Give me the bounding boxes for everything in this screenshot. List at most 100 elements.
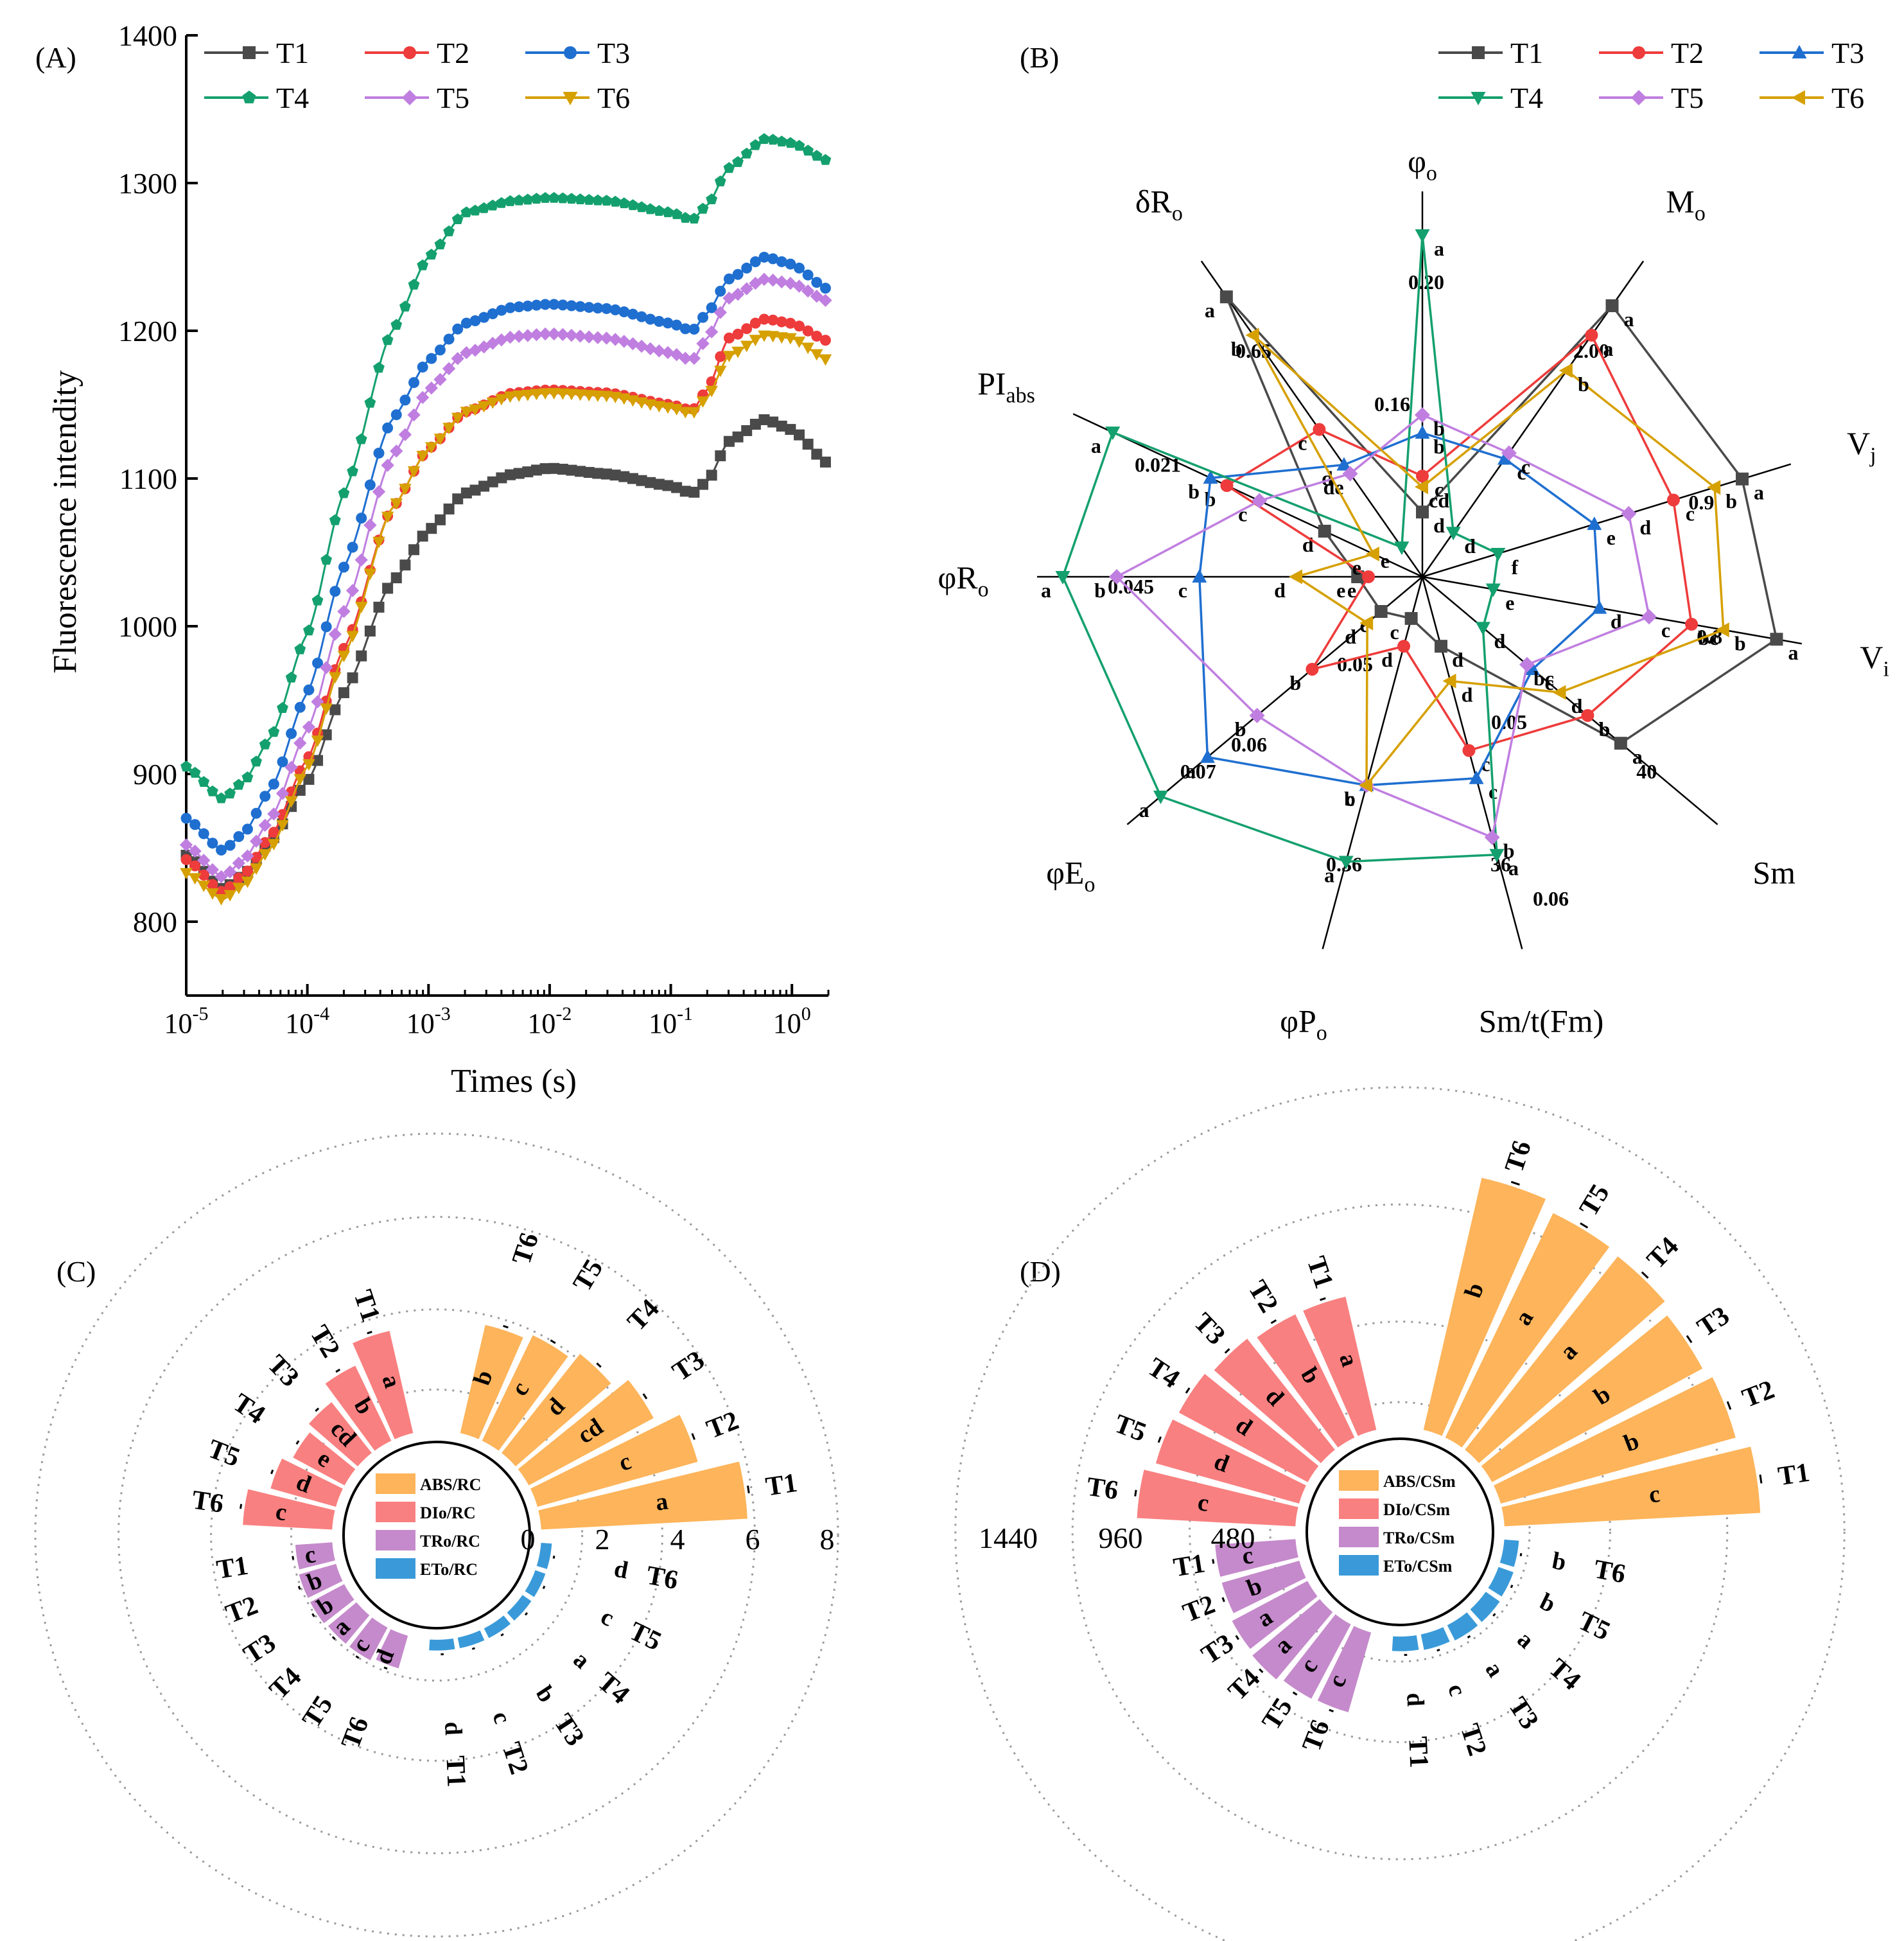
b-letter-T4-7: a bbox=[1139, 798, 1149, 821]
a-point-T4-66 bbox=[373, 362, 385, 373]
a-point-T1-141 bbox=[592, 468, 604, 479]
a-point-T5-51 bbox=[328, 628, 342, 641]
c-cat-0-4: T5 bbox=[568, 1254, 609, 1297]
a-point-T1-69 bbox=[382, 583, 394, 594]
c-cat-1-5: T6 bbox=[190, 1485, 225, 1519]
a-point-T1-144 bbox=[601, 468, 613, 480]
c-err-1-1 bbox=[335, 1368, 341, 1373]
a-point-T4-105 bbox=[487, 199, 499, 211]
a-point-T6-219 bbox=[819, 354, 832, 366]
a-xtick-label-2: 10-3 bbox=[406, 1003, 451, 1039]
c-bar-2-3 bbox=[328, 1602, 370, 1644]
a-point-T3-213 bbox=[802, 269, 814, 281]
d-bar-0-4 bbox=[1445, 1213, 1610, 1448]
c-bar-2-2 bbox=[310, 1584, 354, 1624]
a-point-T6-207 bbox=[784, 333, 797, 345]
b-axis-label-1-sub: o bbox=[1695, 202, 1706, 225]
a-point-T6-72 bbox=[390, 498, 403, 510]
a-xtick-base-0: 10 bbox=[164, 1008, 193, 1039]
a-point-T4-36 bbox=[285, 671, 297, 683]
a-point-T1-201 bbox=[767, 416, 779, 428]
b-extra-tick-4: 0.06 bbox=[1533, 887, 1569, 910]
b-series-T1: daaaadcceda bbox=[1205, 290, 1798, 768]
a-xtick-base-1: 10 bbox=[285, 1008, 313, 1039]
a-legend-marker-T1 bbox=[243, 46, 256, 59]
b-axis-label-0-sub: o bbox=[1426, 162, 1437, 186]
a-point-T6-75 bbox=[399, 484, 412, 496]
a-point-T4-114 bbox=[513, 194, 525, 206]
b-point-T1-2 bbox=[1736, 472, 1749, 486]
a-point-T6-0 bbox=[180, 868, 193, 880]
a-point-T3-57 bbox=[347, 541, 358, 553]
a-point-T6-12 bbox=[214, 893, 228, 906]
a-point-T5-201 bbox=[766, 274, 780, 287]
a-legend-marker-T3 bbox=[564, 46, 577, 59]
a-point-T1-48 bbox=[320, 729, 332, 741]
a-point-T5-123 bbox=[538, 327, 552, 341]
d-legend-swatch-0 bbox=[1339, 1470, 1379, 1491]
b-point-T6-2 bbox=[1707, 480, 1721, 495]
d-legend-swatch-2 bbox=[1339, 1527, 1379, 1547]
a-series-T2 bbox=[180, 313, 831, 897]
c-bar-3-5 bbox=[536, 1543, 552, 1569]
a-point-T3-33 bbox=[277, 756, 288, 768]
a-point-T3-15 bbox=[224, 839, 236, 851]
c-err-0-1 bbox=[691, 1433, 695, 1440]
a-point-T1-120 bbox=[530, 464, 542, 476]
a-point-T1-87 bbox=[434, 514, 446, 525]
b-point-T3-1 bbox=[1497, 451, 1512, 465]
a-point-T6-81 bbox=[416, 450, 429, 462]
b-axis-label-4: Sm bbox=[1752, 855, 1795, 891]
c-err-1-4 bbox=[270, 1469, 274, 1475]
a-point-T4-201 bbox=[767, 134, 779, 145]
a-point-T3-99 bbox=[469, 315, 481, 326]
b-axis-label-7-sub: o bbox=[1084, 873, 1095, 897]
a-point-T5-192 bbox=[740, 282, 753, 295]
a-point-T5-15 bbox=[223, 865, 237, 879]
a-point-T1-117 bbox=[522, 466, 534, 478]
d-legend-swatch-1 bbox=[1339, 1498, 1379, 1519]
a-point-T3-6 bbox=[198, 828, 209, 839]
d-bar-3-0 bbox=[1392, 1635, 1419, 1651]
c-cat-0-2: T3 bbox=[667, 1345, 710, 1387]
a-point-T6-141 bbox=[591, 390, 604, 402]
a-point-T3-144 bbox=[601, 303, 613, 314]
b-point-T4-10 bbox=[1394, 541, 1410, 556]
a-point-T2-9 bbox=[207, 879, 218, 890]
a-point-T6-18 bbox=[232, 883, 245, 895]
c-legend-swatch-3 bbox=[376, 1558, 415, 1579]
a-point-T4-60 bbox=[355, 433, 367, 444]
a-point-T5-81 bbox=[415, 391, 430, 405]
a-point-T3-87 bbox=[434, 344, 446, 356]
b-legend-label-T5: T5 bbox=[1671, 82, 1704, 114]
d-bar-2-2 bbox=[1232, 1581, 1318, 1649]
a-point-T6-108 bbox=[495, 394, 508, 406]
a-point-T1-183 bbox=[715, 450, 726, 462]
c-letter-3-3: a bbox=[568, 1646, 595, 1674]
a-point-T4-204 bbox=[776, 136, 788, 147]
a-point-T1-195 bbox=[749, 419, 761, 430]
b-point-T2-2 bbox=[1666, 493, 1680, 507]
a-point-T6-186 bbox=[722, 351, 736, 363]
d-cat-0-3: T4 bbox=[1641, 1231, 1684, 1274]
c-bar-0-0 bbox=[538, 1461, 747, 1530]
b-legend-marker-T5 bbox=[1631, 90, 1646, 105]
a-point-T4-126 bbox=[548, 191, 560, 203]
a-point-T5-117 bbox=[521, 329, 535, 342]
b-letter-T2-2: c bbox=[1686, 502, 1695, 525]
a-point-T6-21 bbox=[241, 876, 254, 888]
a-point-T5-21 bbox=[241, 849, 254, 863]
b-axis-1 bbox=[1421, 260, 1645, 577]
a-point-T5-93 bbox=[451, 352, 464, 365]
a-point-T5-132 bbox=[564, 328, 579, 342]
b-letter-T5-2: d bbox=[1639, 516, 1651, 539]
a-point-T2-204 bbox=[776, 316, 787, 328]
b-point-T6-1 bbox=[1559, 363, 1573, 378]
b-polygon-T3 bbox=[1198, 432, 1601, 787]
a-point-T2-15 bbox=[224, 881, 236, 893]
b-extra-tick-0: 0.16 bbox=[1374, 392, 1410, 416]
b-letter-T3-2: e bbox=[1607, 526, 1616, 549]
b-letter-T4-10: e bbox=[1381, 549, 1390, 572]
a-point-T4-33 bbox=[277, 702, 288, 713]
